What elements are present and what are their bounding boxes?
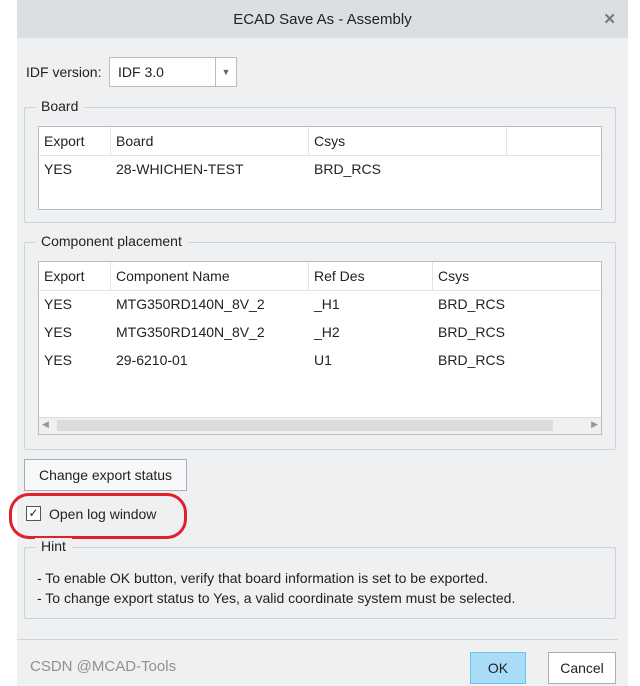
cell-component-name: MTG350RD140N_8V_2 — [116, 296, 265, 312]
cell-csys: BRD_RCS — [438, 324, 505, 340]
ecad-save-as-dialog: ECAD Save As - Assembly ✕ IDF version: I… — [9, 0, 628, 686]
column-board[interactable]: Board — [111, 127, 309, 155]
cell-component-name: 29-6210-01 — [116, 352, 188, 368]
hint-group: Hint - To enable OK button, verify that … — [24, 538, 616, 619]
table-row[interactable]: YES MTG350RD140N_8V_2 _H2 BRD_RCS — [39, 318, 601, 346]
column-export[interactable]: Export — [39, 127, 111, 155]
idf-version-value: IDF 3.0 — [118, 64, 164, 80]
column-csys[interactable]: Csys — [438, 268, 470, 284]
close-icon[interactable]: ✕ — [603, 11, 616, 28]
divider — [17, 639, 618, 640]
board-legend: Board — [35, 98, 85, 114]
board-group: Board Export Board Csys YES 28-WHICHEN-T… — [24, 98, 616, 223]
cell-board: 28-WHICHEN-TEST — [116, 161, 244, 177]
component-legend: Component placement — [35, 233, 188, 249]
cell-ref-des: U1 — [314, 352, 332, 368]
hint-legend: Hint — [35, 538, 72, 554]
hint-line: - To change export status to Yes, a vali… — [37, 590, 516, 606]
scroll-right-icon[interactable]: ▶ — [591, 419, 598, 429]
cell-csys: BRD_RCS — [438, 352, 505, 368]
component-placement-group: Component placement Export Component Nam… — [24, 233, 616, 450]
column-export[interactable]: Export — [39, 262, 111, 290]
table-row[interactable]: YES 29-6210-01 U1 BRD_RCS — [39, 346, 601, 374]
hint-line: - To enable OK button, verify that board… — [37, 570, 489, 586]
chevron-down-icon[interactable]: ▼ — [215, 58, 236, 86]
cell-component-name: MTG350RD140N_8V_2 — [116, 324, 265, 340]
cell-csys: BRD_RCS — [314, 161, 381, 177]
cell-ref-des: _H2 — [314, 324, 340, 340]
scrollbar-thumb[interactable] — [57, 420, 553, 431]
horizontal-scrollbar[interactable]: ◀ ▶ — [39, 417, 601, 434]
column-csys[interactable]: Csys — [309, 127, 507, 155]
idf-version-select[interactable]: IDF 3.0 ▼ — [109, 57, 237, 87]
watermark: CSDN @MCAD-Tools — [30, 658, 177, 675]
table-row[interactable]: YES MTG350RD140N_8V_2 _H1 BRD_RCS — [39, 290, 601, 318]
ok-button[interactable]: OK — [470, 652, 526, 684]
dialog-title: ECAD Save As - Assembly — [233, 11, 412, 28]
cell-export: YES — [44, 296, 73, 312]
table-header: Export Board Csys — [39, 127, 601, 156]
component-table: Export Component Name Ref Des Csys YES M… — [38, 261, 602, 435]
change-export-status-button[interactable]: Change export status — [24, 459, 187, 491]
cancel-button[interactable]: Cancel — [548, 652, 616, 684]
table-row[interactable]: YES 28-WHICHEN-TEST BRD_RCS — [39, 155, 601, 183]
cell-csys: BRD_RCS — [438, 296, 505, 312]
cell-export: YES — [44, 324, 73, 340]
open-log-checkbox[interactable]: ✓ — [26, 506, 41, 521]
annotation-highlight — [9, 493, 187, 539]
scroll-left-icon[interactable]: ◀ — [42, 419, 49, 429]
hint-text: - To enable OK button, verify that board… — [37, 568, 515, 608]
cell-ref-des: _H1 — [314, 296, 340, 312]
cell-export: YES — [44, 161, 73, 177]
column-ref-des[interactable]: Ref Des — [309, 262, 433, 290]
table-header: Export Component Name Ref Des Csys — [39, 262, 601, 291]
column-component-name[interactable]: Component Name — [111, 262, 309, 290]
title-bar: ECAD Save As - Assembly ✕ — [17, 0, 628, 38]
board-table: Export Board Csys YES 28-WHICHEN-TEST BR… — [38, 126, 602, 210]
cell-export: YES — [44, 352, 73, 368]
open-log-label: Open log window — [49, 506, 157, 522]
idf-version-label: IDF version: — [26, 64, 102, 80]
